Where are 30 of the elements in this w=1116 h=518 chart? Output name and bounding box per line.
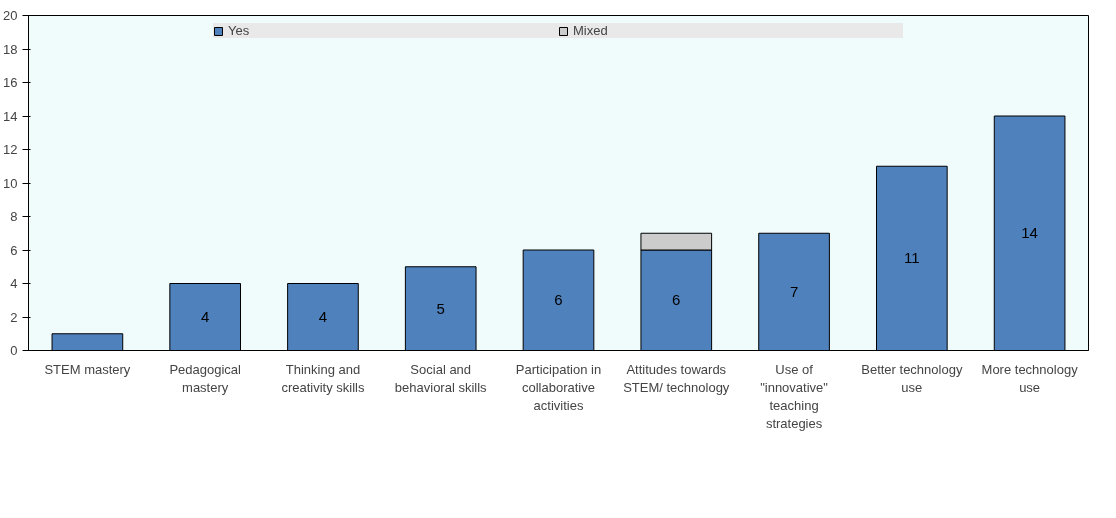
x-tick-label: Social and behavioral skills [394,361,488,395]
data-label: 14 [1021,224,1038,242]
x-tick-label: More technology use [981,361,1079,395]
data-label: 7 [789,282,799,300]
y-tick-label: 18 [3,41,18,57]
x-tick-label: Pedagogical mastery [169,361,242,395]
data-label: 5 [436,299,445,317]
y-tick-label: 20 [3,8,18,23]
x-tick-label: Participation in collaborative activities [515,361,602,413]
data-label: 6 [554,291,563,309]
y-tick-label: 2 [10,309,18,325]
x-tick-label: Attitudes towards STEM/ technology [623,361,730,395]
x-tick-label: Thinking and creativity skills [281,361,365,395]
y-tick-label: 8 [10,209,18,224]
data-label: 4 [201,308,210,325]
y-tick-label: 16 [3,75,18,90]
y-tick-label: 6 [10,242,18,258]
y-tick-label: 4 [10,276,18,291]
legend-label: Yes [228,23,251,38]
x-tick-label: Better technology use [861,361,963,395]
x-tick-label: Use of "innovative" teaching strategies [760,361,829,431]
y-tick-label: 12 [3,142,18,157]
y-tick-label: 14 [3,108,18,124]
data-label: 6 [672,291,681,309]
data-label: 4 [318,308,328,325]
y-tick-label: 10 [3,175,18,191]
y-tick-label: 0 [10,343,18,358]
legend-label: Mixed [573,23,609,38]
x-tick-label: STEM mastery [44,361,131,377]
data-label: 11 [904,249,920,267]
